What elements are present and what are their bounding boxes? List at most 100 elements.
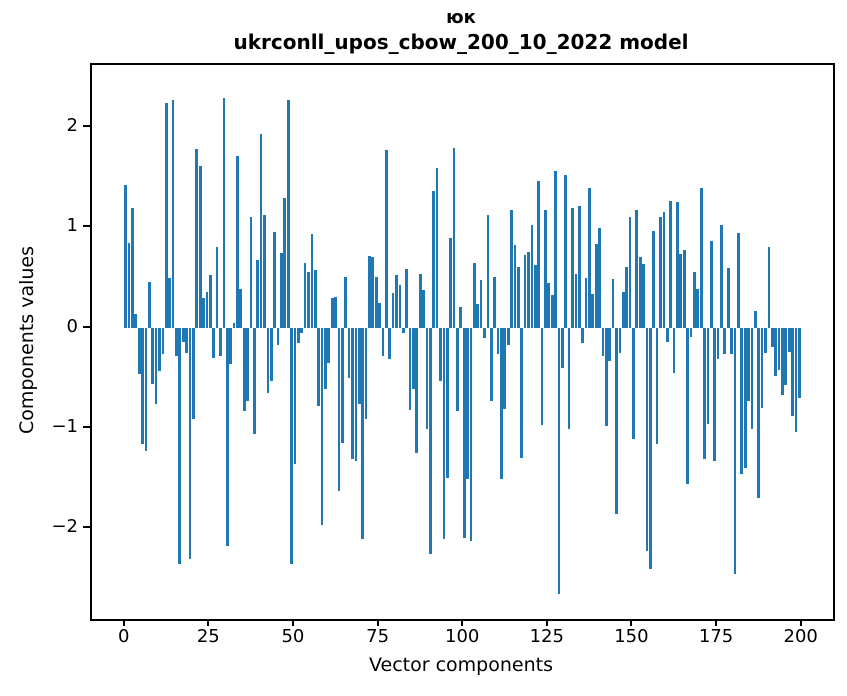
bar-component-0: [124, 185, 128, 329]
bar-component-23: [202, 298, 205, 329]
bar-component-69: [357, 328, 361, 404]
bar-component-77: [384, 150, 388, 329]
bar-component-192: [774, 328, 777, 376]
bar-component-47: [283, 198, 287, 329]
bar-component-175: [716, 328, 720, 359]
bar-component-194: [781, 328, 784, 395]
bar-component-129: [561, 328, 564, 368]
y-tick-mark: [83, 525, 90, 528]
bar-component-193: [777, 328, 781, 370]
bar-component-189: [764, 328, 767, 353]
bar-component-170: [699, 188, 703, 329]
bar-component-94: [442, 328, 446, 539]
x-tick-mark: [207, 619, 210, 626]
x-tick-mark: [715, 619, 718, 626]
bar-component-1: [127, 243, 131, 329]
bar-component-132: [571, 208, 574, 329]
bar-component-109: [493, 277, 496, 329]
bar-component-125: [547, 283, 551, 329]
bar-component-164: [679, 254, 683, 329]
bar-component-146: [618, 328, 622, 353]
bar-component-53: [303, 263, 307, 329]
bar-component-174: [713, 328, 717, 461]
bar-component-110: [496, 328, 500, 354]
bar-component-45: [276, 328, 280, 346]
y-tick-label: 0: [66, 315, 78, 337]
bar-component-115: [513, 245, 517, 329]
bar-component-20: [192, 328, 195, 419]
x-tick-label: 25: [196, 626, 220, 647]
bar-component-18: [185, 328, 188, 353]
bar-component-37: [249, 217, 253, 329]
bar-component-152: [638, 257, 642, 329]
bar-component-57: [317, 328, 320, 406]
bar-component-41: [263, 215, 266, 329]
bar-component-111: [500, 328, 503, 479]
bar-component-70: [361, 328, 364, 539]
bar-component-10: [158, 328, 161, 371]
bar-component-145: [615, 328, 618, 514]
bar-component-148: [625, 267, 629, 329]
bar-component-118: [523, 255, 527, 329]
bar-component-11: [161, 328, 165, 354]
bar-component-171: [703, 328, 706, 459]
bar-component-98: [456, 328, 459, 411]
chart-title: ukrconll_upos_cbow_200_10_2022 model: [233, 30, 689, 54]
bar-component-183: [743, 328, 747, 468]
bar-component-191: [770, 328, 774, 348]
bar-component-155: [649, 328, 652, 569]
bar-component-64: [340, 328, 344, 443]
bar-component-99: [459, 307, 463, 329]
bar-component-100: [462, 328, 466, 538]
bar-component-117: [520, 328, 524, 458]
bar-component-101: [466, 328, 469, 479]
bar-component-177: [723, 328, 727, 354]
bar-component-135: [581, 328, 585, 344]
bar-component-198: [794, 328, 798, 432]
bar-component-147: [621, 292, 625, 329]
bar-component-130: [564, 175, 568, 329]
y-tick-label: 2: [66, 115, 78, 137]
bar-component-44: [273, 232, 276, 329]
bar-component-196: [787, 328, 791, 352]
bar-component-168: [693, 272, 696, 329]
bar-component-169: [696, 289, 700, 329]
x-tick-label: 175: [698, 626, 734, 647]
bar-component-142: [605, 328, 608, 426]
bars-layer: [92, 65, 833, 619]
bar-component-165: [682, 250, 686, 329]
bar-component-120: [530, 225, 534, 329]
bar-component-31: [229, 328, 232, 364]
bar-component-128: [557, 328, 561, 594]
bar-component-133: [574, 274, 578, 329]
bar-component-138: [591, 294, 595, 329]
bar-component-42: [266, 328, 270, 393]
bar-component-76: [381, 328, 385, 356]
bar-component-49: [290, 328, 293, 564]
bar-component-137: [588, 188, 591, 329]
bar-component-25: [208, 275, 212, 329]
bar-component-197: [791, 328, 794, 416]
bar-component-12: [164, 103, 168, 329]
bar-component-159: [662, 212, 666, 329]
bar-component-119: [527, 252, 530, 329]
plot-area: [90, 63, 835, 621]
x-tick-mark: [376, 619, 379, 626]
bar-component-56: [313, 270, 317, 329]
bar-component-39: [256, 260, 260, 329]
y-tick-label: −2: [51, 515, 78, 537]
x-tick-label: 125: [529, 626, 564, 647]
bar-component-161: [669, 201, 673, 329]
bar-component-122: [537, 181, 540, 329]
bar-component-126: [550, 295, 554, 329]
bar-component-79: [391, 293, 395, 329]
bar-component-51: [296, 328, 300, 344]
bar-component-195: [784, 328, 788, 385]
bar-component-83: [405, 269, 408, 329]
bar-component-158: [659, 217, 662, 329]
bar-component-114: [510, 210, 513, 329]
bar-component-95: [445, 328, 449, 478]
bar-component-81: [398, 285, 402, 329]
bar-component-22: [198, 166, 202, 329]
bar-component-124: [544, 210, 547, 329]
